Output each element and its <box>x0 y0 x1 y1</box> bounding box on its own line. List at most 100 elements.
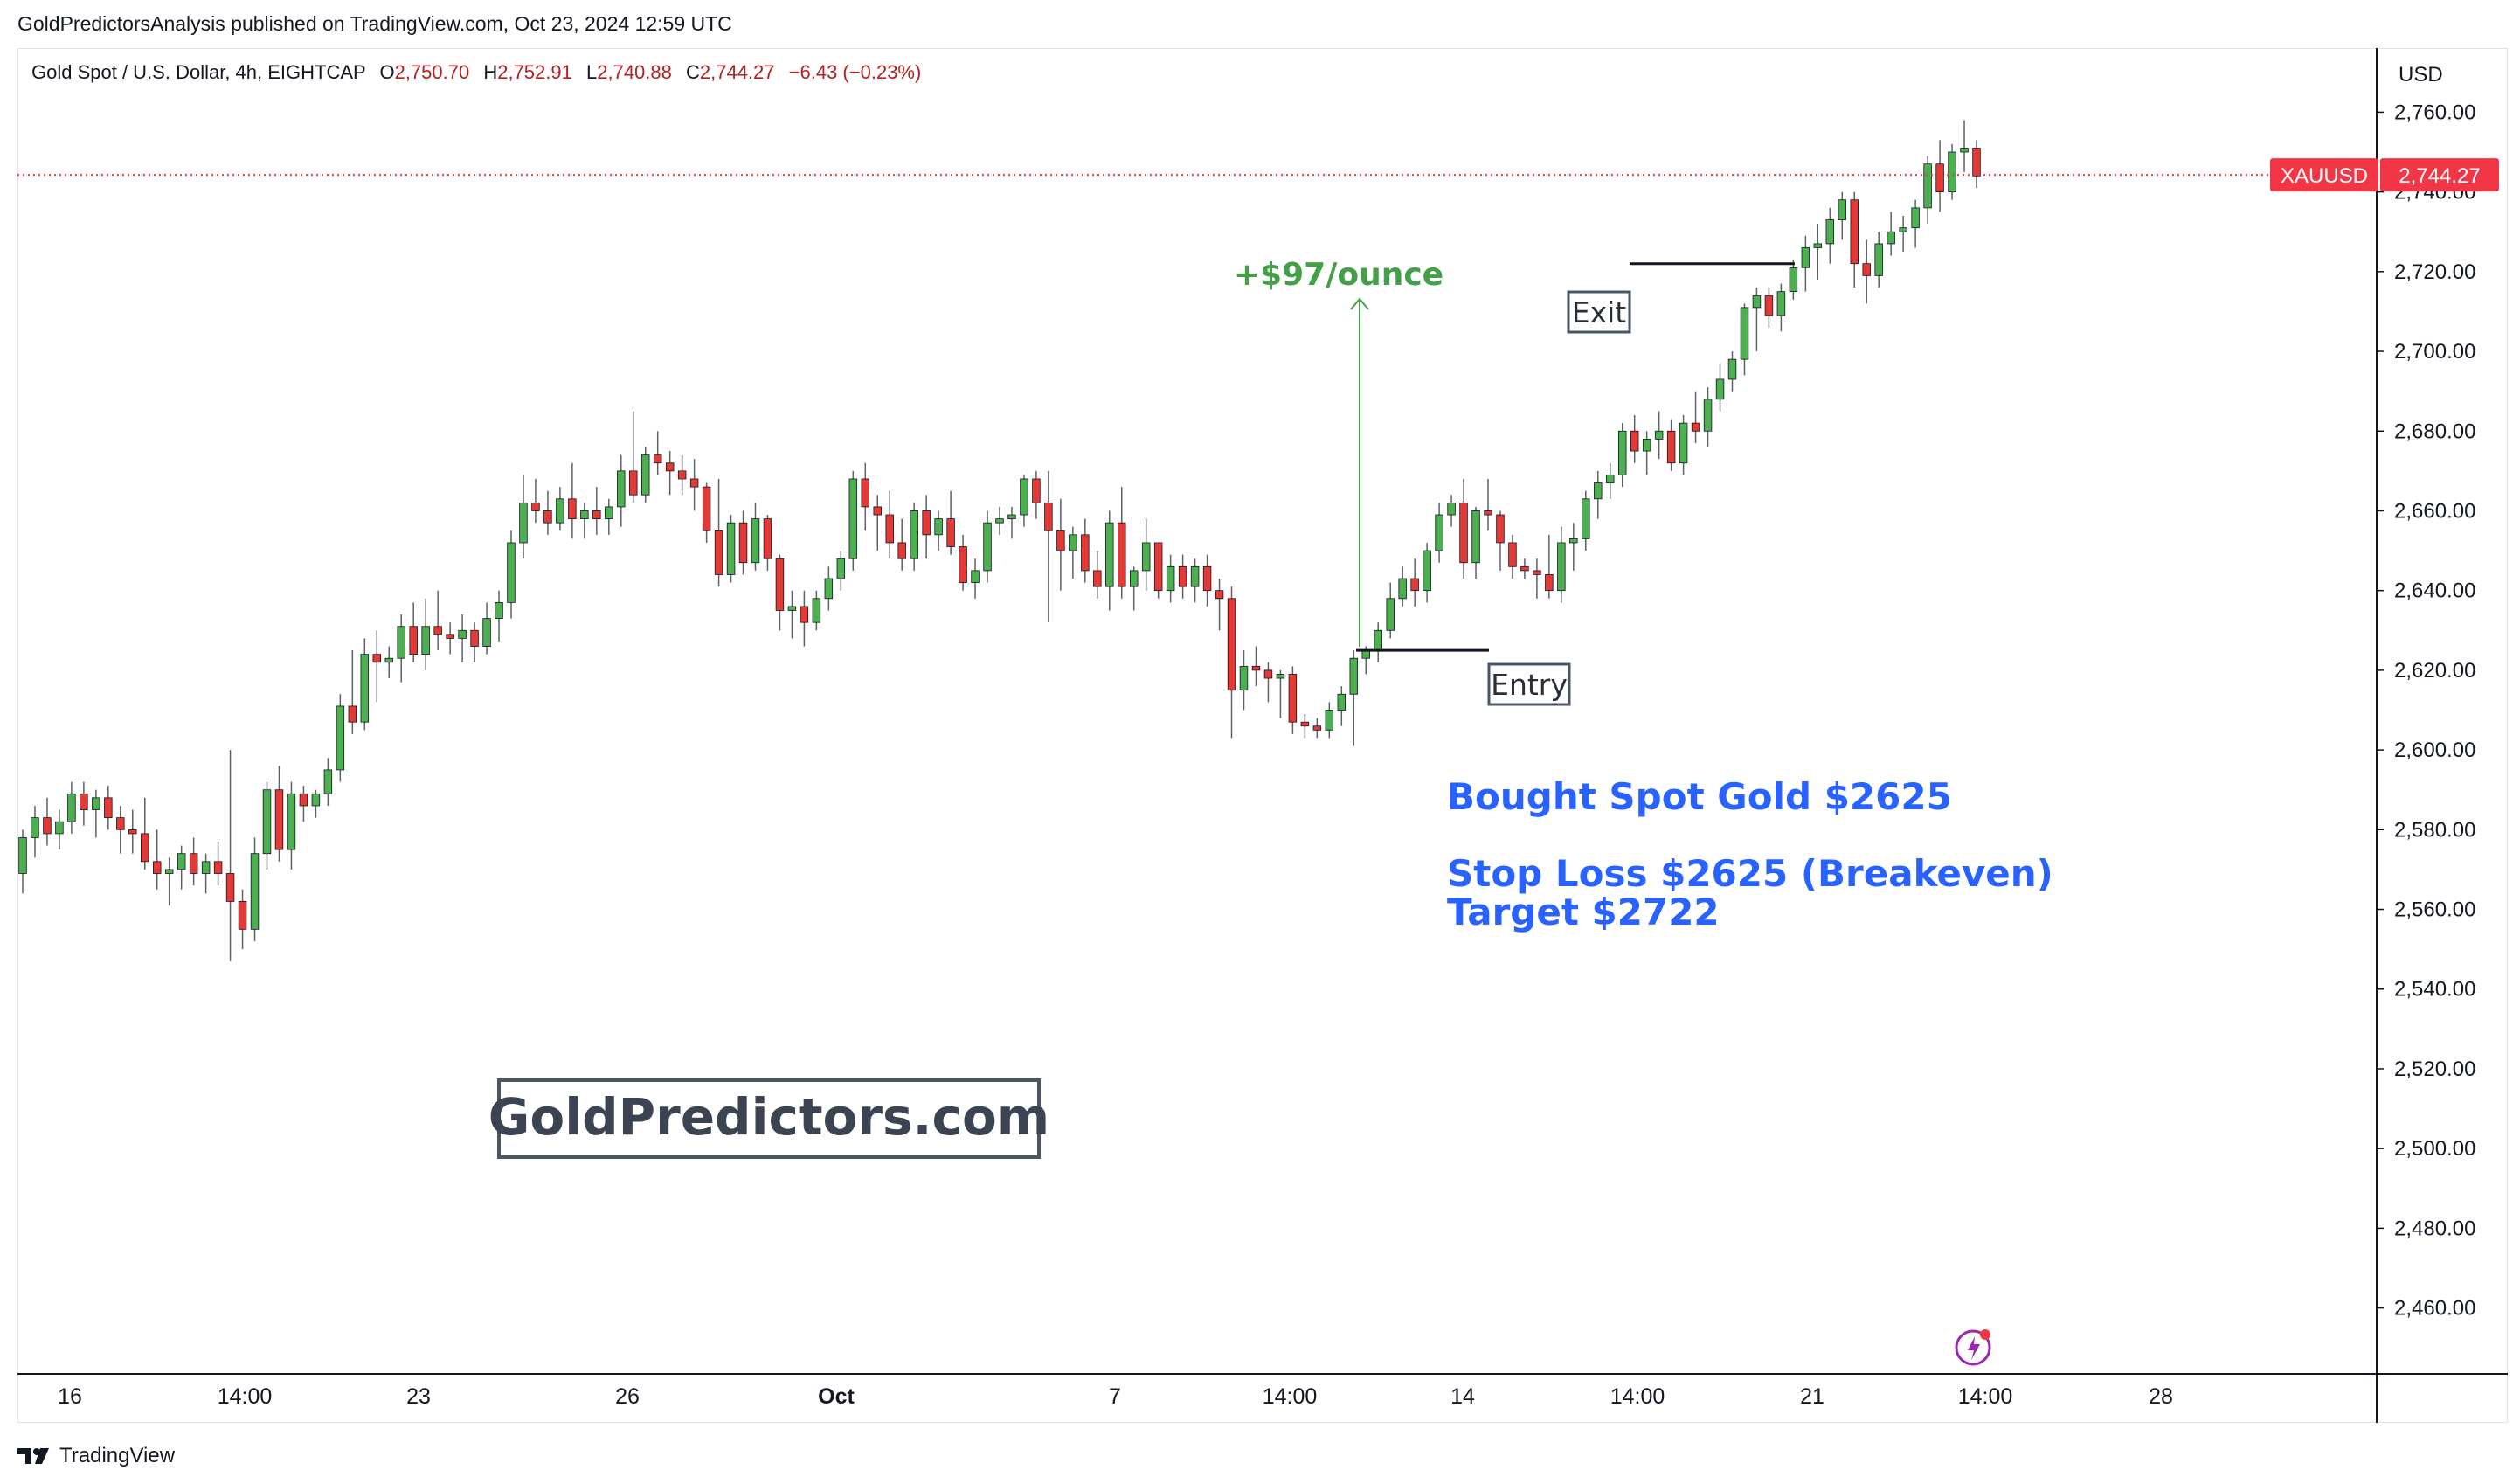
candle <box>861 462 870 531</box>
candle <box>897 518 906 571</box>
candle <box>1679 415 1688 475</box>
tradingview-logo-icon <box>17 1448 49 1464</box>
tradingview-brand[interactable]: TradingView <box>17 1444 175 1468</box>
candle <box>677 454 687 496</box>
candle <box>446 622 454 655</box>
candle <box>1459 478 1468 579</box>
candle <box>421 598 430 670</box>
candle <box>1874 232 1883 288</box>
price-tick-label: 2,480.00 <box>2394 1217 2475 1240</box>
candle <box>116 805 125 854</box>
currency-button[interactable]: USD <box>2399 63 2443 87</box>
price-tick-label: 2,600.00 <box>2394 739 2475 762</box>
lightning-icon[interactable] <box>1954 1325 1996 1367</box>
trade-line-stoploss: Stop Loss $2625 (Breakeven) <box>1447 852 2053 895</box>
price-tick-label: 2,640.00 <box>2394 579 2475 603</box>
profit-arrow <box>1350 297 1369 648</box>
candle <box>201 853 211 894</box>
price-tick-label: 2,560.00 <box>2394 898 2475 922</box>
price-tick-label: 2,460.00 <box>2394 1297 2475 1321</box>
candle <box>1288 666 1298 734</box>
candle <box>274 766 284 862</box>
candle <box>1642 431 1651 475</box>
candle <box>336 694 345 782</box>
candle <box>80 781 88 826</box>
candle <box>1691 391 1700 443</box>
exit-callout[interactable]: Exit <box>1567 262 1795 334</box>
candle <box>1447 495 1456 527</box>
candle <box>1118 487 1126 599</box>
candle <box>213 842 223 886</box>
candle <box>763 515 772 571</box>
candle <box>1471 506 1480 579</box>
chart-frame <box>17 48 2508 1423</box>
candle <box>1166 554 1175 603</box>
candle <box>1153 542 1163 599</box>
candle <box>1727 351 1737 392</box>
candle <box>360 638 370 731</box>
candle <box>1423 542 1431 603</box>
time-tick-label: 14:00 <box>218 1384 273 1409</box>
candle <box>348 650 357 734</box>
candle <box>372 630 382 703</box>
candle <box>885 490 894 559</box>
time-tick-label: 14 <box>1450 1384 1475 1409</box>
trade-line-bought: Bought Spot Gold $2625 <box>1447 775 1952 818</box>
candle <box>714 478 723 587</box>
time-tick-label: 14:00 <box>1263 1384 1318 1409</box>
candle <box>1374 622 1382 662</box>
candle <box>1227 586 1236 739</box>
candle <box>1715 363 1725 412</box>
candle <box>31 805 39 858</box>
candle <box>519 475 528 559</box>
price-tick-label: 2,660.00 <box>2394 499 2475 523</box>
time-tick-label: 16 <box>58 1384 82 1409</box>
candle <box>1410 558 1419 607</box>
candle <box>1838 191 1847 240</box>
time-tick-label: 23 <box>406 1384 431 1409</box>
candle <box>1569 523 1578 571</box>
price-tick-label: 2,720.00 <box>2394 260 2475 284</box>
candle <box>1239 650 1249 711</box>
price-tick-label: 2,520.00 <box>2394 1058 2475 1081</box>
candle <box>43 797 52 846</box>
tradingview-label: TradingView <box>59 1444 176 1467</box>
publication-line: GoldPredictorsAnalysis published on Trad… <box>17 12 732 35</box>
candle <box>738 510 748 575</box>
candle <box>482 602 491 655</box>
price-axis[interactable]: 2,460.00 2,480.00 2,500.00 2,520.00 2,540.00… <box>2377 101 2475 1321</box>
time-axis[interactable]: 16 14:00 23 26 Oct 7 14:00 14 14:00 21 14:00 28 <box>58 1384 2173 1409</box>
symbol-tag-bg <box>2270 158 2378 192</box>
candle <box>1520 558 1529 579</box>
candle <box>1276 669 1285 718</box>
open-value: 2,750.70 <box>394 61 470 83</box>
candle <box>177 845 186 890</box>
candle <box>1056 498 1065 591</box>
candle <box>1251 646 1261 687</box>
candle <box>812 590 821 631</box>
symbol-description[interactable]: Gold Spot / U.S. Dollar, 4h, EIGHTCAP <box>31 61 366 83</box>
candle <box>470 622 479 662</box>
candle <box>92 789 100 838</box>
candle <box>1215 579 1224 631</box>
candle <box>1069 526 1077 579</box>
candle <box>556 487 564 531</box>
trade-line-target: Target $2722 <box>1447 891 1720 933</box>
candle <box>800 590 809 647</box>
candle <box>702 482 711 543</box>
candle <box>568 462 577 539</box>
candle <box>323 758 333 806</box>
candle <box>1044 470 1053 623</box>
candle <box>689 459 699 511</box>
candle <box>1081 518 1090 583</box>
candle <box>1740 303 1749 376</box>
candle <box>433 590 442 651</box>
entry-callout[interactable]: Entry <box>1356 648 1571 706</box>
candle <box>848 470 858 571</box>
candle <box>495 590 503 642</box>
candle <box>1020 475 1028 527</box>
time-tick-label: 14:00 <box>1958 1384 2013 1409</box>
candle <box>995 506 1004 535</box>
exit-box <box>1567 290 1631 334</box>
